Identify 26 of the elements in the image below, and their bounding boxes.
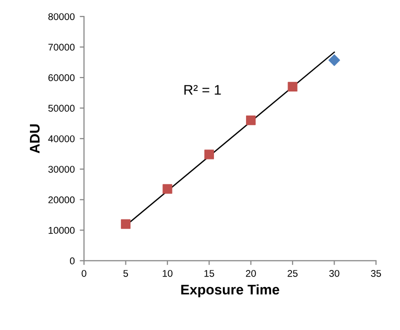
y-tick-label: 60000 <box>48 74 75 82</box>
y-tick-label: 30000 <box>48 166 75 173</box>
y-tick-label: 70000 <box>48 44 75 51</box>
x-axis-title: Exposure Time <box>181 284 280 298</box>
x-tick-label: 10 <box>162 270 172 277</box>
point <box>120 219 131 229</box>
point <box>246 115 256 126</box>
x-tick-label: 0 <box>82 270 86 277</box>
x-tick-label: 30 <box>329 270 340 277</box>
x-tick-label: 20 <box>246 270 256 277</box>
x-tick-label: 5 <box>123 270 128 277</box>
x-tick-label: 15 <box>204 270 214 277</box>
point <box>204 150 214 160</box>
y-tick-label: 0 <box>70 257 75 264</box>
y-tick-label: 50000 <box>48 104 75 112</box>
point <box>288 82 298 92</box>
y-tick-label: 40000 <box>48 135 75 142</box>
x-tick-label: 25 <box>288 270 298 277</box>
point <box>328 54 340 66</box>
x-tick-label: 35 <box>370 270 381 277</box>
y-tick-label: 20000 <box>48 196 75 204</box>
y-tick-label: 10000 <box>48 226 75 234</box>
y-axis-title: ADU <box>30 124 40 154</box>
annotation: R² = 1 <box>184 85 221 95</box>
y-tick-label: 80000 <box>48 13 75 20</box>
point <box>162 184 172 194</box>
